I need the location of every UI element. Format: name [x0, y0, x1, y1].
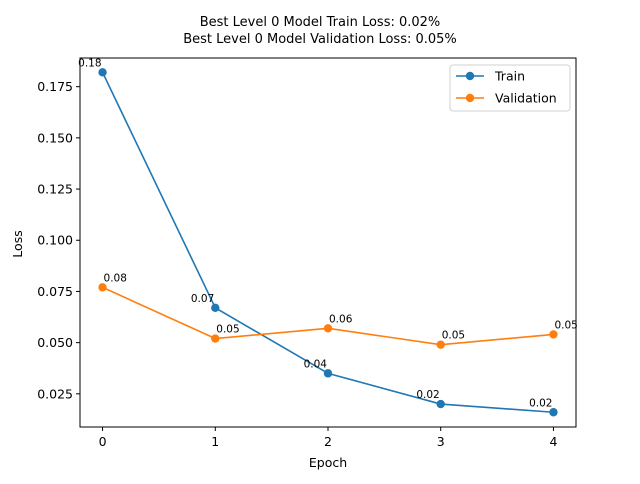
y-tick-label: 0.100: [37, 233, 73, 248]
y-tick-label: 0.150: [37, 130, 73, 145]
y-tick-label: 0.075: [37, 284, 73, 299]
data-point-train: [436, 399, 445, 409]
data-label-train: 0.02: [529, 397, 552, 409]
series-validation: 0.08 0.05 0.06 0.05 0.05: [98, 272, 578, 349]
chart-title-line-1: Best Level 0 Model Train Loss: 0.02%: [200, 15, 441, 30]
y-tick-label: 0.125: [37, 182, 73, 197]
data-label-validation: 0.05: [216, 324, 239, 336]
legend-label-validation: Validation: [495, 91, 557, 106]
data-label-validation: 0.05: [442, 330, 465, 342]
data-point-validation: [436, 340, 445, 349]
x-tick-label: 0: [99, 434, 107, 449]
y-tick-label: 0.050: [37, 335, 73, 350]
x-tick-label: 2: [324, 434, 332, 449]
data-label-train: 0.18: [78, 57, 101, 69]
legend-marker-train: [465, 71, 475, 81]
legend-label-train: Train: [494, 69, 525, 84]
data-point-train: [211, 303, 220, 313]
y-axis-label: Loss: [10, 230, 25, 257]
data-point-train: [98, 68, 107, 77]
data-label-validation: 0.08: [104, 272, 127, 284]
y-tick-label: 0.025: [37, 386, 73, 401]
series-train: 0.18 0.07 0.04 0.02 0.02: [78, 57, 558, 417]
data-point-validation: [98, 283, 107, 292]
x-axis-label: Epoch: [309, 455, 347, 470]
plot-area: 0 1 2 3 4 0.025 0.050 0.075 0.100 0.125 0.150 0.175…: [37, 57, 578, 449]
data-point-train: [549, 408, 558, 417]
data-label-train: 0.02: [416, 389, 439, 401]
data-label-validation: 0.05: [554, 319, 577, 331]
x-tick-label: 4: [549, 434, 557, 449]
legend: Train Validation: [449, 64, 571, 112]
data-point-train: [323, 369, 333, 378]
chart-title-line-2: Best Level 0 Model Validation Loss: 0.05…: [183, 32, 457, 47]
y-tick-label: 0.175: [37, 79, 73, 94]
data-label-train: 0.07: [191, 293, 214, 305]
legend-marker-validation: [465, 93, 475, 103]
x-tick-label: 1: [211, 434, 219, 449]
data-point-validation: [211, 334, 220, 343]
data-label-validation: 0.06: [329, 313, 353, 325]
data-point-validation: [549, 330, 558, 339]
x-tick-label: 3: [437, 434, 445, 449]
data-label-train: 0.04: [304, 358, 328, 370]
data-point-validation: [323, 324, 333, 333]
